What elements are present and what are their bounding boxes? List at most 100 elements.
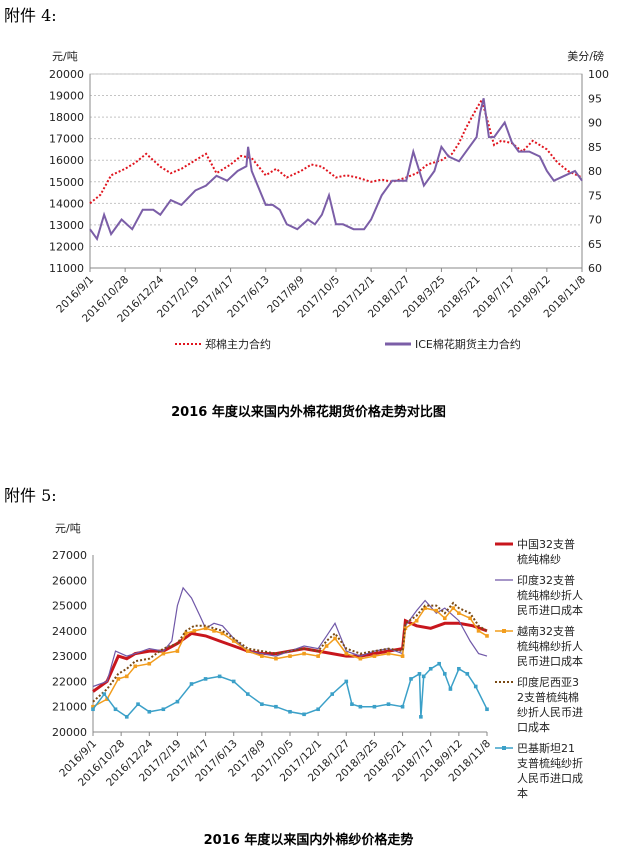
y-unit-left: 元/吨 (55, 522, 81, 535)
series-point-3 (414, 618, 419, 623)
legend-label-3: 民币进口成本 (517, 654, 583, 668)
series-point-5 (448, 687, 453, 691)
legend-label-2: 民币进口成本 (517, 603, 583, 617)
series-point-3 (192, 629, 197, 633)
series-point-3 (485, 634, 489, 638)
legend-label-5: 本 (517, 786, 528, 800)
y-tick-label-left: 19000 (49, 90, 84, 103)
series-point-3 (212, 629, 216, 633)
y-tick-label-right: 65 (588, 238, 602, 251)
legend-label-2: 印度32支普 (517, 573, 575, 587)
y-tick-label-left: 18000 (49, 111, 84, 124)
series-line-1 (89, 97, 583, 205)
series-point-3 (245, 649, 250, 653)
legend-label-5: 支普梳纯纱折 (517, 756, 583, 770)
series-point-3 (316, 654, 320, 658)
series-point-5 (316, 707, 320, 712)
chart1-caption: 2016 年度以来国内外棉花期货价格走势对比图 (171, 405, 446, 420)
series-point-3 (386, 651, 391, 656)
series-point-5 (386, 702, 391, 706)
series-point-3 (324, 644, 329, 648)
series-point-3 (91, 704, 95, 709)
legend-label-4: 口成本 (517, 720, 550, 734)
legend-marker-5 (502, 746, 506, 750)
series-point-3 (116, 677, 121, 681)
series-point-5 (175, 699, 180, 704)
series-point-5 (465, 672, 470, 676)
series-point-5 (417, 672, 422, 676)
legend-label-1: 中国32支普 (517, 537, 575, 551)
series-point-3 (442, 616, 447, 621)
y-tick-label-left: 25000 (52, 600, 87, 613)
y-tick-label-right: 90 (588, 117, 602, 130)
series-point-3 (161, 651, 166, 656)
legend-marker-3 (502, 629, 506, 633)
y-tick-label-right: 85 (588, 141, 602, 154)
y-tick-label-right: 80 (588, 165, 602, 178)
series-point-5 (358, 704, 363, 709)
series-point-3 (231, 639, 236, 643)
y-unit-left: 元/吨 (52, 50, 78, 63)
series-point-3 (457, 611, 461, 615)
series-point-3 (133, 664, 138, 669)
series-point-5 (437, 661, 441, 666)
series-point-5 (136, 702, 140, 706)
y-tick-label-right: 70 (588, 214, 602, 227)
series-point-5 (473, 684, 478, 689)
series-point-3 (434, 608, 439, 613)
y-tick-label-left: 16000 (49, 154, 84, 167)
series-line-4 (92, 601, 488, 703)
series-point-3 (184, 631, 188, 636)
series-point-3 (476, 629, 481, 633)
legend-label-4: 印度尼西亚3 (517, 675, 579, 689)
series-point-5 (344, 679, 349, 684)
series-point-3 (220, 631, 225, 636)
attachment5-label: 附件 5: (4, 486, 57, 505)
series-point-3 (203, 626, 208, 631)
series-point-3 (468, 616, 472, 621)
y-tick-label-left: 22000 (52, 675, 87, 688)
chart-cotton-yarn: 20000 21000 22000 23000 24000 25000 26000 27000… (52, 522, 583, 800)
series-point-5 (288, 709, 292, 714)
y-unit-right: 美分/磅 (567, 49, 604, 63)
chart2-caption: 2016 年度以来国内外棉纱价格走势 (203, 833, 414, 848)
y-tick-label-left: 15000 (49, 176, 84, 189)
legend-label-3: 梳纯棉纱折人 (517, 639, 583, 653)
y-tick-label-left: 11000 (49, 262, 84, 275)
series-point-5 (260, 702, 264, 706)
legend-label-2: 梳纯棉纱折人 (517, 588, 583, 602)
series-point-5 (124, 715, 129, 719)
series-point-5 (350, 702, 354, 706)
series-point-3 (260, 654, 264, 658)
legend-label-1: 郑棉主力合约 (205, 337, 271, 351)
series-point-5 (409, 677, 413, 681)
series-point-5 (113, 707, 118, 712)
series-point-5 (421, 674, 426, 679)
y-tick-label-right: 75 (588, 189, 602, 202)
series-point-5 (428, 666, 433, 671)
series-point-5 (217, 674, 222, 679)
series-point-5 (485, 707, 489, 712)
series-point-5 (330, 692, 335, 696)
series-point-5 (147, 709, 152, 714)
series-point-5 (457, 666, 461, 671)
series-point-5 (245, 692, 250, 696)
series-point-5 (189, 682, 194, 686)
series-point-3 (344, 651, 349, 656)
y-tick-label-right: 95 (588, 92, 602, 105)
y-tick-label-left: 23000 (52, 650, 87, 663)
series-point-5 (91, 707, 95, 712)
series-point-3 (423, 606, 427, 610)
series-point-3 (451, 606, 456, 610)
series-point-3 (302, 651, 306, 656)
series-point-5 (372, 704, 377, 709)
y-tick-label-left: 13000 (49, 219, 84, 232)
plot-frame (89, 73, 583, 269)
legend-label-4: 2支普梳纯棉 (517, 690, 579, 704)
y-tick-label-left: 21000 (52, 701, 87, 714)
series-point-5 (302, 712, 306, 717)
series-point-5 (102, 692, 107, 696)
legend-label-3: 越南32支普 (517, 624, 575, 638)
series-point-3 (400, 654, 405, 658)
series-point-3 (333, 636, 337, 641)
